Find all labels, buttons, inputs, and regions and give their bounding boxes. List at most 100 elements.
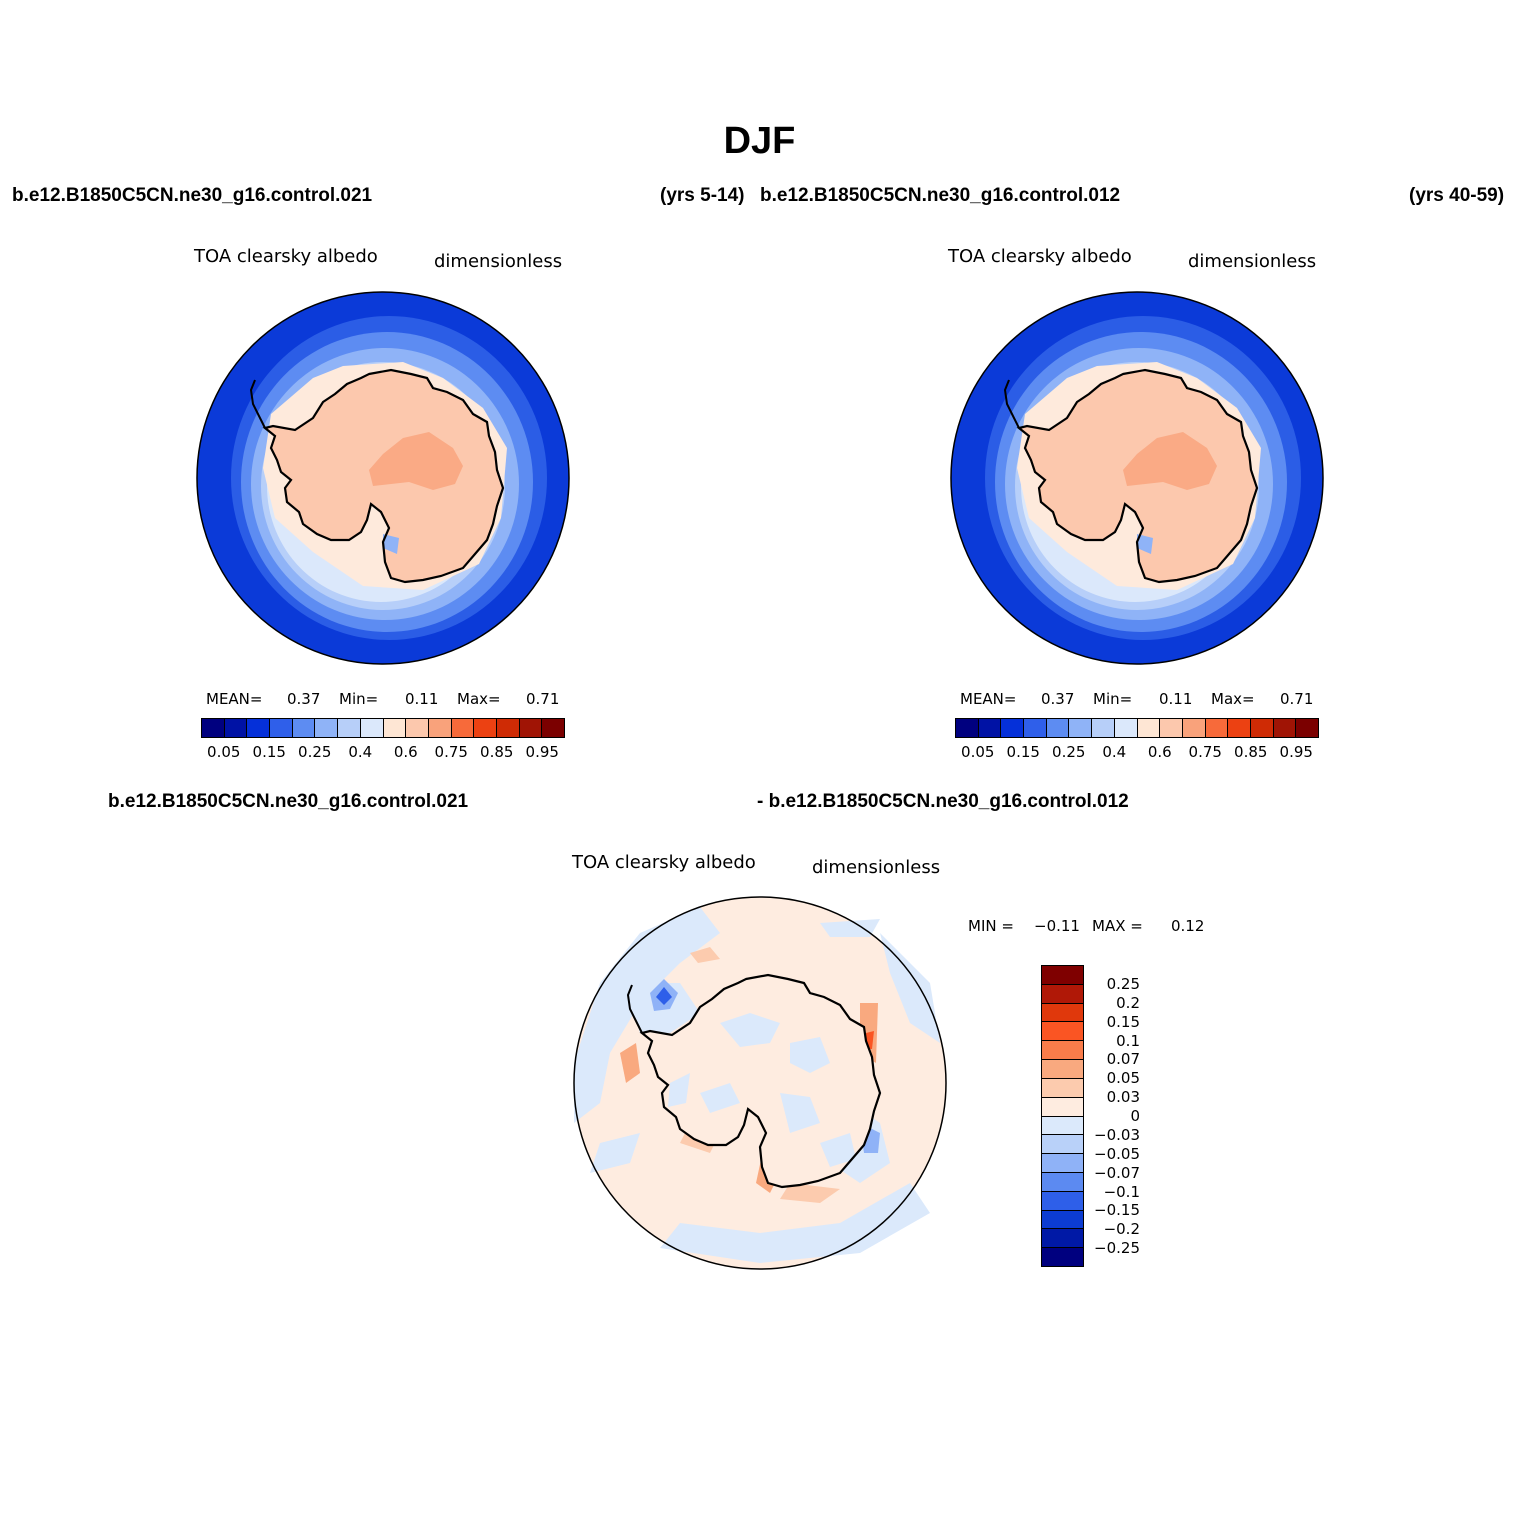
colorbar-swatch [519,719,543,737]
colorbar-swatch [270,719,293,737]
colorbar-tick-label: 0.1 [1116,1031,1140,1050]
colorbar-swatch [428,719,452,737]
colorbar-swatch [1042,1022,1083,1042]
colorbar-tick-label: −0.07 [1094,1163,1140,1182]
colorbar-swatch [1137,719,1161,737]
colorbar-tick-label: 0.25 [1106,974,1140,993]
colorbar-swatch [292,719,316,737]
diff-map-contours [574,897,946,1269]
colorbar-tick-label: 0.15 [1006,743,1040,761]
colorbar-tick-label: 0.85 [480,743,514,761]
right-mean-label: MEAN= [960,690,1017,708]
years-left: (yrs 5-14) [660,185,745,206]
colorbar-tick-label: 0.05 [1106,1069,1140,1088]
colorbar-swatch [224,719,248,737]
right-max-label: Max= [1211,690,1255,708]
colorbar-tick-label: 0.75 [1188,743,1222,761]
colorbar-swatch [1042,1116,1083,1136]
left-min-value: 0.11 [405,690,439,708]
colorbar-swatch [383,719,407,737]
colorbar-swatch [1042,1078,1083,1098]
colorbar-swatch [978,719,1002,737]
colorbar-tick-label: 0.03 [1106,1088,1140,1107]
colorbar-tick-label: 0.4 [348,743,373,761]
colorbar-tick-label: −0.25 [1094,1239,1140,1258]
right-colorbar [955,718,1319,738]
colorbar-swatch [1042,1060,1083,1079]
diff-units-label: dimensionless [812,857,941,878]
colorbar-tick-label: 0.15 [1106,1012,1140,1031]
colorbar-swatch [202,719,225,737]
colorbar-tick-label: 0.25 [1052,743,1086,761]
colorbar-tick-label: 0.25 [298,743,332,761]
colorbar-tick-label: 0 [1130,1107,1140,1125]
diff-min-value: −0.11 [1034,917,1080,935]
colorbar-tick-label: 0.95 [1279,743,1313,761]
colorbar-tick-label: 0.15 [252,743,286,761]
left-max-value: 0.71 [526,690,560,708]
colorbar-swatch [1024,719,1047,737]
colorbar-swatch [1160,719,1183,737]
colorbar-swatch [1250,719,1274,737]
colorbar-swatch [956,719,979,737]
colorbar-swatch [1042,1210,1083,1230]
left-min-label: Min= [339,690,379,708]
colorbar-tick-label: −0.15 [1094,1201,1140,1220]
left-colorbar [201,718,565,738]
diff-min-label: MIN = [968,917,1014,935]
colorbar-swatch [360,719,384,737]
case-name-right: b.e12.B1850C5CN.ne30_g16.control.012 [760,185,1121,206]
right-map-contours [951,292,1323,664]
diff-max-value: 0.12 [1171,917,1205,935]
colorbar-swatch [1042,1003,1083,1023]
colorbar-swatch [1042,1248,1083,1266]
colorbar-swatch [1042,984,1083,1004]
colorbar-swatch [1042,966,1083,985]
left-map-contours [197,292,569,664]
colorbar-swatch [1042,1172,1083,1192]
diff-polar-map [573,896,947,1270]
colorbar-swatch [1205,719,1229,737]
diff-case-b: - b.e12.B1850C5CN.ne30_g16.control.012 [757,791,1129,812]
right-max-value: 0.71 [1280,690,1314,708]
years-right: (yrs 40-59) [1409,185,1505,206]
left-units-label: dimensionless [434,251,563,272]
left-max-label: Max= [457,690,501,708]
colorbar-swatch [1114,719,1138,737]
case-name-left: b.e12.B1850C5CN.ne30_g16.control.021 [12,185,373,206]
colorbar-swatch [1092,719,1115,737]
diff-case-a: b.e12.B1850C5CN.ne30_g16.control.021 [108,791,469,812]
colorbar-tick-label: −0.1 [1103,1182,1140,1201]
diff-colorbar [1041,965,1084,1267]
colorbar-swatch [1182,719,1206,737]
colorbar-tick-label: 0.75 [434,743,468,761]
colorbar-swatch [1228,719,1251,737]
colorbar-swatch [496,719,520,737]
colorbar-swatch [338,719,361,737]
colorbar-tick-label: 0.4 [1102,743,1127,761]
colorbar-tick-label: 0.6 [1147,743,1172,761]
colorbar-tick-label: 0.95 [525,743,559,761]
colorbar-tick-label: −0.05 [1094,1144,1140,1163]
colorbar-tick-label: 0.6 [393,743,418,761]
colorbar-swatch [1042,1191,1083,1211]
colorbar-swatch [406,719,429,737]
colorbar-swatch [1042,1097,1083,1117]
right-units-label: dimensionless [1188,251,1317,272]
colorbar-swatch [451,719,475,737]
right-min-value: 0.11 [1159,690,1193,708]
colorbar-tick-label: 0.85 [1234,743,1268,761]
colorbar-tick-label: 0.2 [1116,993,1140,1012]
colorbar-tick-label: −0.2 [1103,1220,1140,1239]
right-mean-value: 0.37 [1041,690,1075,708]
colorbar-swatch [474,719,497,737]
colorbar-swatch [1042,1041,1083,1061]
colorbar-swatch [1296,719,1318,737]
colorbar-swatch [1042,1135,1083,1155]
colorbar-tick-label: −0.03 [1094,1125,1140,1144]
right-min-label: Min= [1093,690,1133,708]
diff-variable-label: TOA clearsky albedo [572,852,756,873]
right-variable-label: TOA clearsky albedo [948,246,1132,267]
colorbar-tick-label: 0.07 [1106,1050,1140,1069]
colorbar-swatch [315,719,339,737]
